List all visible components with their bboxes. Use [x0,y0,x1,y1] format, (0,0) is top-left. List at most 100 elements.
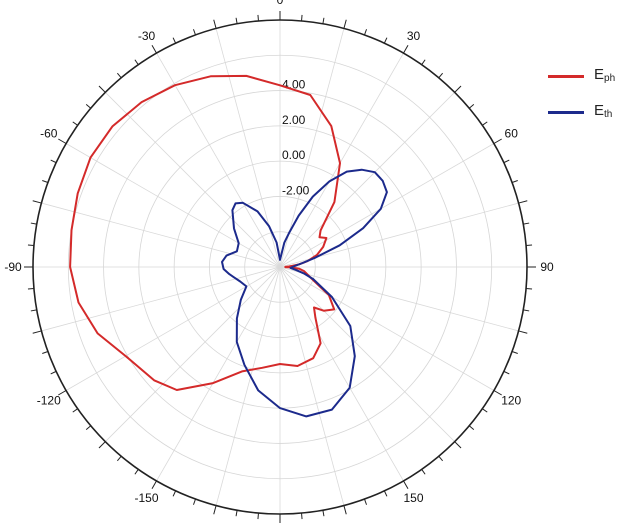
angle-tick [383,490,388,497]
angle-tick [30,222,37,225]
angle-tick [403,480,409,489]
angle-tick [235,17,238,24]
angle-tick [235,510,238,517]
spoke-line [65,266,281,391]
angle-tick [421,59,426,65]
angle-tick [454,85,462,93]
angle-tick [72,408,78,413]
legend-swatch-eth [548,111,584,114]
spoke-line [279,266,495,391]
spoke-line [279,28,345,268]
angle-tick [257,14,259,21]
legend-label-eph: E [594,66,605,83]
legend-label-eth-sub: th [604,109,613,120]
angle-tick [85,103,92,109]
angle-tick [482,121,488,126]
angle-label: 60 [505,127,519,141]
spoke-line [105,92,281,268]
angle-tick [503,370,510,375]
angle-tick [493,138,502,144]
spoke-line [156,266,281,482]
angle-tick [58,138,67,144]
angle-tick [301,14,303,21]
angle-tick [27,244,34,246]
angle-tick [192,498,196,505]
angle-label: 0 [277,0,284,7]
spoke-line [279,92,455,268]
angle-tick [116,72,122,79]
angle-tick [454,441,462,449]
angle-tick [42,179,49,183]
angle-tick [116,455,122,462]
grid-ring [209,196,351,338]
angle-tick [503,159,510,164]
series-line-eth [221,168,388,418]
angle-tick [151,45,157,54]
angle-label: -180 [268,527,292,529]
spoke-line [279,143,495,268]
angle-tick [172,37,177,44]
angle-tick [134,59,139,65]
angle-tick [511,351,518,355]
angle-tick [30,309,37,312]
angle-tick [32,200,42,204]
angle-tick-marks [24,11,536,523]
angle-tick [98,85,106,93]
angle-tick [134,469,139,475]
angle-tick [72,121,78,126]
spoke-line [215,266,281,506]
angle-tick [322,510,325,517]
spoke-line [279,266,404,482]
legend-label-eth: E [594,102,605,119]
radial-label: -2.00 [282,183,310,197]
angle-tick [322,17,325,24]
angle-tick [383,37,388,44]
spoke-line [41,202,281,268]
angle-label: -90 [4,260,22,274]
angle-tick [364,29,368,36]
angle-tick [518,330,528,334]
angle-tick [343,505,347,515]
angle-label: -120 [37,394,61,408]
angle-tick [50,370,57,375]
legend-swatch-eph [548,75,584,78]
angle-tick [343,19,347,29]
polar-grid [32,19,528,515]
spoke-line [41,266,281,332]
angle-label: 120 [501,394,521,408]
angle-tick [468,425,475,431]
angle-tick [58,390,67,396]
angle-tick [301,513,303,520]
angle-label: 150 [403,491,423,505]
angle-tick [151,480,157,489]
angle-tick [50,159,57,164]
angle-tick [526,244,533,246]
grid-ring [173,160,387,374]
angle-tick [511,179,518,183]
angle-tick [518,200,528,204]
spoke-line [105,266,281,442]
radial-labels: -2.000.002.004.00 [282,78,310,198]
angle-tick [523,222,530,225]
angle-tick [213,505,217,515]
angle-label: -30 [138,29,156,43]
series-layer [69,74,388,418]
legend-label-eph-sub: ph [604,73,616,84]
radial-label: 0.00 [282,148,306,162]
series-line-eph [69,74,341,391]
grid-ring [67,54,493,480]
angle-tick [32,330,42,334]
angle-label: -150 [134,491,158,505]
angle-tick [438,455,444,462]
angle-labels: 0 30 60 90 120 150 -180 -150 -120 -90 -60 -30 [4,0,554,529]
angle-tick [27,288,34,290]
angle-tick [493,390,502,396]
grid-ring [103,90,457,444]
angle-label: -60 [40,127,58,141]
angle-tick [421,469,426,475]
spoke-line [65,143,281,268]
radial-label: 2.00 [282,113,306,127]
angle-tick [523,309,530,312]
angle-tick [482,408,488,413]
